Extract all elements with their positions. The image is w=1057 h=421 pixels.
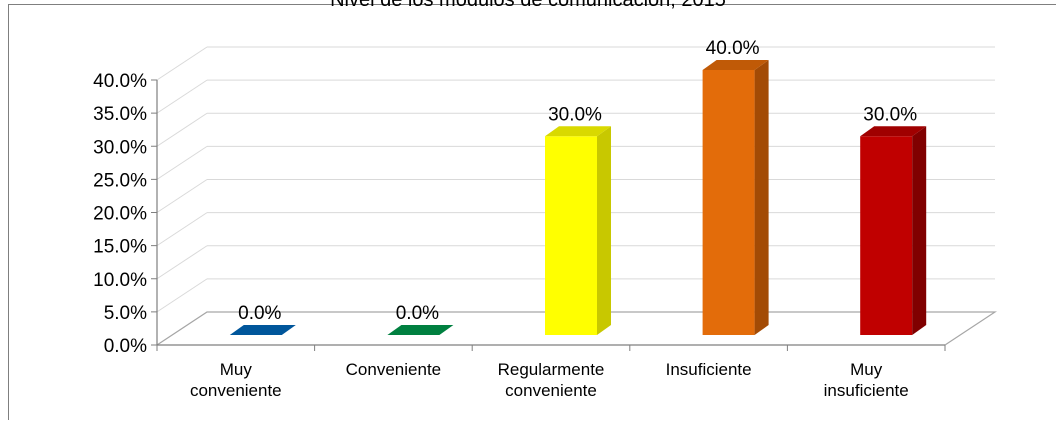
side-gridline — [156, 79, 208, 114]
bar-side — [754, 60, 769, 335]
side-gridline — [156, 245, 208, 280]
category-label: insuficiente — [824, 381, 909, 400]
y-tick-label: 15.0% — [93, 237, 147, 258]
data-label: 0.0% — [238, 303, 281, 324]
side-gridline — [156, 145, 208, 180]
bar-top — [545, 126, 611, 137]
chart-title: Nivel de los módulos de comunicación, 20… — [330, 0, 726, 11]
category-label: Muy — [850, 360, 883, 379]
bar-top — [702, 60, 769, 70]
category-label: Conveniente — [346, 360, 441, 379]
side-gridline — [156, 112, 208, 147]
side-gridline — [156, 212, 208, 247]
category-label: conveniente — [505, 381, 597, 400]
chart-frame — [8, 4, 1056, 420]
data-label: 0.0% — [396, 303, 439, 324]
bar-top — [387, 325, 454, 335]
category-label: Regularmente — [498, 360, 605, 379]
category-label: Muy — [220, 360, 253, 379]
side-gridline — [156, 179, 208, 213]
bar-top — [860, 126, 927, 137]
category-label: Insuficiente — [666, 360, 752, 379]
bar — [860, 136, 913, 335]
category-label: conveniente — [190, 381, 282, 400]
bar — [545, 136, 597, 335]
bar-top — [229, 325, 296, 335]
data-label: 30.0% — [863, 104, 917, 125]
y-tick-label: 35.0% — [93, 104, 147, 125]
side-gridline — [156, 46, 208, 81]
data-label: 40.0% — [706, 38, 760, 59]
y-tick-label: 20.0% — [93, 204, 147, 225]
bar — [702, 70, 755, 335]
y-tick-label: 10.0% — [93, 270, 147, 291]
data-label: 30.0% — [548, 104, 602, 125]
y-tick-label: 5.0% — [104, 303, 147, 324]
y-tick-label: 30.0% — [93, 137, 147, 158]
y-tick-label: 0.0% — [104, 336, 147, 357]
bar-side — [597, 126, 611, 335]
y-tick-label: 25.0% — [93, 170, 147, 191]
bar-side — [912, 126, 927, 335]
y-tick-label: 40.0% — [93, 71, 147, 92]
side-gridline — [156, 278, 208, 313]
